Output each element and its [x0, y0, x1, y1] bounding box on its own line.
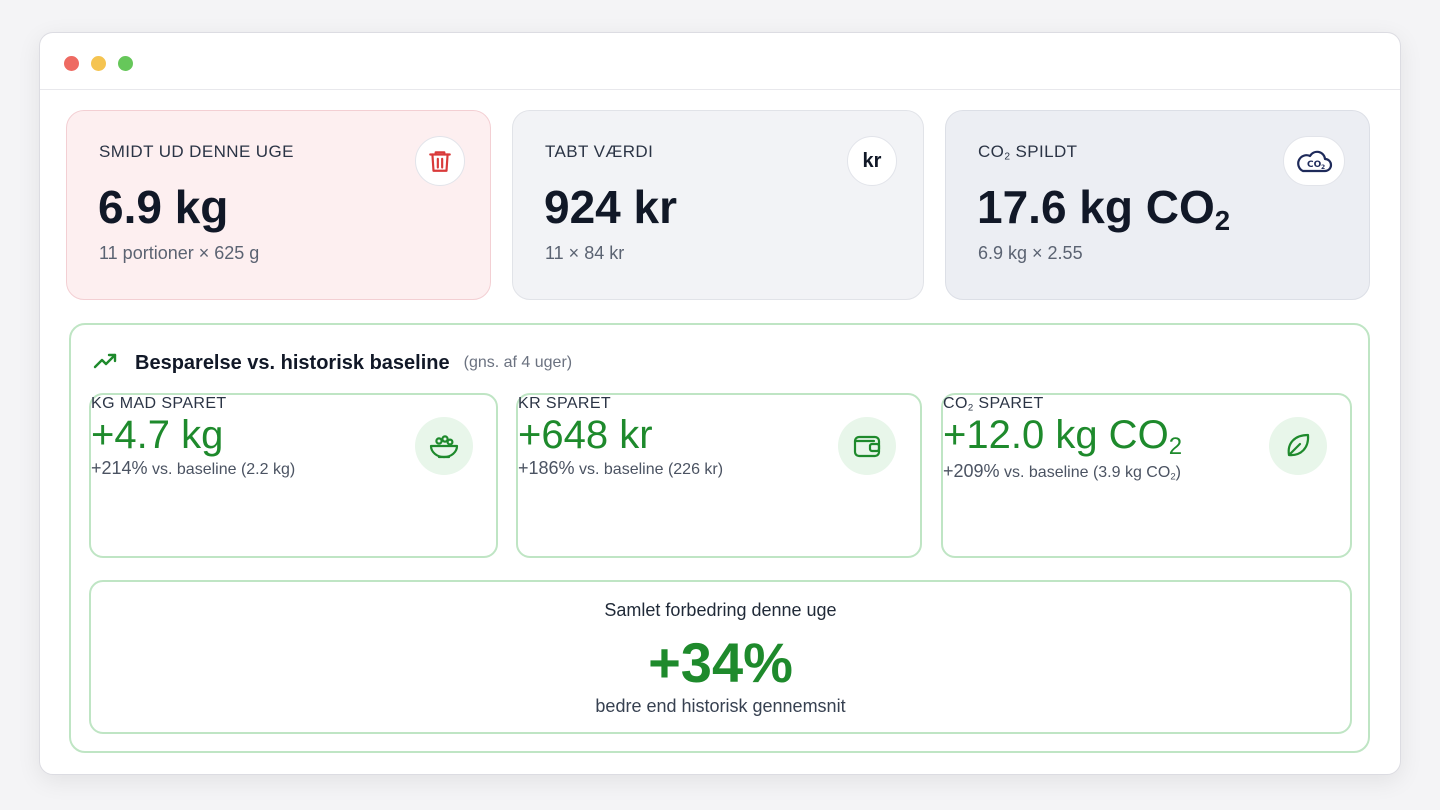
close-window-button[interactable] [64, 56, 79, 71]
savings-card-kg: KG MAD SPARET +4.7 kg +214% vs. baseline… [89, 393, 498, 558]
savings-subtext: +186% vs. baseline (226 kr) [518, 458, 724, 478]
leaf-icon [1269, 417, 1327, 475]
svg-text:CO: CO [1307, 160, 1322, 170]
savings-title: Besparelse vs. historisk baseline [135, 351, 450, 374]
app-window: SMIDT UD DENNE UGE 6.9 kg 11 portioner ×… [39, 32, 1401, 775]
co2-cloud-icon: CO 2 [1283, 136, 1345, 186]
total-improvement-card: Samlet forbedring denne uge +34% bedre e… [89, 580, 1352, 734]
kpi-subtext: 11 portioner × 625 g [99, 243, 260, 263]
kr-currency-icon: kr [847, 136, 897, 186]
kpi-value: 6.9 kg [98, 181, 229, 233]
kpi-card-thrown-away: SMIDT UD DENNE UGE 6.9 kg 11 portioner ×… [66, 110, 491, 300]
savings-subtext: +209% vs. baseline (3.9 kg CO2) [943, 461, 1181, 483]
savings-label: KG MAD SPARET [91, 395, 227, 412]
kpi-value: 17.6 kg CO2 [977, 181, 1231, 236]
kpi-value: 924 kr [544, 181, 678, 233]
kpi-subtext: 11 × 84 kr [545, 243, 625, 263]
savings-card-kr: KR SPARET +648 kr +186% vs. baseline (22… [516, 393, 922, 558]
savings-label: CO2 SPARET [943, 395, 1044, 414]
kpi-label: TABT VÆRDI [545, 142, 654, 161]
kpi-label: CO2 SPILDT [978, 142, 1078, 163]
trash-icon [415, 136, 465, 186]
kpi-card-lost-value: TABT VÆRDI 924 kr 11 × 84 kr kr [512, 110, 924, 300]
savings-note: (gns. af 4 uger) [463, 354, 573, 371]
title-bar [40, 33, 1400, 90]
trending-up-icon [93, 351, 119, 376]
savings-value: +648 kr [518, 413, 653, 457]
kpi-card-co2-wasted: CO2 SPILDT 17.6 kg CO2 6.9 kg × 2.55 CO … [945, 110, 1370, 300]
savings-value: +4.7 kg [91, 413, 224, 457]
savings-label: KR SPARET [518, 395, 612, 412]
total-label: Samlet forbedring denne uge [604, 600, 837, 620]
savings-card-co2: CO2 SPARET +12.0 kg CO2 +209% vs. baseli… [941, 393, 1352, 558]
kpi-subtext: 6.9 kg × 2.55 [978, 243, 1083, 263]
minimize-window-button[interactable] [91, 56, 106, 71]
savings-section: Besparelse vs. historisk baseline (gns. … [69, 323, 1370, 753]
wallet-icon [838, 417, 896, 475]
bowl-icon [415, 417, 473, 475]
savings-value: +12.0 kg CO2 [943, 413, 1183, 461]
svg-text:2: 2 [1321, 164, 1325, 171]
savings-header: Besparelse vs. historisk baseline (gns. … [93, 351, 572, 375]
total-value: +34% [648, 631, 793, 694]
kpi-label: SMIDT UD DENNE UGE [99, 142, 294, 161]
maximize-window-button[interactable] [118, 56, 133, 71]
savings-subtext: +214% vs. baseline (2.2 kg) [91, 458, 296, 478]
total-subtext: bedre end historisk gennemsnit [595, 696, 846, 716]
